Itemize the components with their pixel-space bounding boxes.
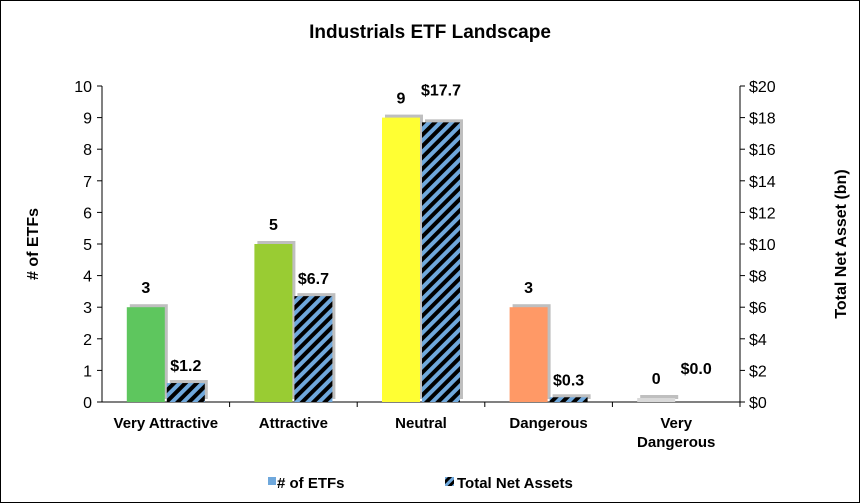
assets-bar xyxy=(166,383,205,402)
legend-label-etfs: # of ETFs xyxy=(277,475,345,492)
x-tick-label: Attractive xyxy=(259,415,328,432)
legend-label-assets: Total Net Assets xyxy=(457,475,573,492)
y-tick-label: 1 xyxy=(83,363,92,380)
y2-tick-label: $8 xyxy=(749,269,767,286)
assets-data-label: $1.2 xyxy=(170,358,201,375)
y2-tick-label: $16 xyxy=(749,142,776,159)
y-tick-label: 10 xyxy=(74,79,92,96)
etf-bar xyxy=(637,398,676,402)
y-tick-label: 2 xyxy=(83,332,92,349)
y-tick-label: 6 xyxy=(83,205,92,222)
assets-bar xyxy=(294,296,333,402)
etf-data-label: 3 xyxy=(524,280,533,297)
assets-data-label: $17.7 xyxy=(421,82,461,99)
y2-tick-label: $4 xyxy=(749,332,767,349)
etf-data-label: 3 xyxy=(141,280,150,297)
assets-data-label: $0.3 xyxy=(553,372,584,389)
y2-tick-label: $14 xyxy=(749,174,776,191)
x-tick-label: Very xyxy=(660,415,692,432)
assets-bar xyxy=(422,122,460,402)
chart-title: Industrials ETF Landscape xyxy=(309,22,551,43)
etf-bar xyxy=(509,307,548,402)
etf-bar xyxy=(126,307,165,402)
y2-axis-title: Total Net Asset (bn) xyxy=(833,169,850,318)
etf-data-label: 5 xyxy=(269,217,278,234)
y2-tick-label: $2 xyxy=(749,363,767,380)
etf-data-label: 9 xyxy=(397,91,406,108)
x-tick-label: Very Attractive xyxy=(114,415,219,432)
y-tick-label: 9 xyxy=(83,111,92,128)
x-tick-label: Neutral xyxy=(395,415,447,432)
y-tick-label: 7 xyxy=(83,174,92,191)
y-tick-label: 0 xyxy=(83,395,92,412)
y-tick-label: 4 xyxy=(83,269,92,286)
y2-tick-label: $0 xyxy=(749,395,767,412)
y-axis-title: # of ETFs xyxy=(25,208,42,280)
etf-data-label: 0 xyxy=(652,371,661,388)
y-tick-label: 8 xyxy=(83,142,92,159)
y2-tick-label: $12 xyxy=(749,205,776,222)
assets-data-label: $6.7 xyxy=(298,271,329,288)
y2-tick-label: $20 xyxy=(749,79,776,96)
x-tick-label: Dangerous xyxy=(509,415,587,432)
x-tick-label: Dangerous xyxy=(637,434,715,451)
etf-bar xyxy=(382,117,420,402)
etf-bar xyxy=(254,244,293,402)
legend-swatch-etfs xyxy=(268,477,276,485)
y-tick-label: 5 xyxy=(83,237,92,254)
legend-swatch-assets xyxy=(445,477,454,486)
assets-data-label: $0.0 xyxy=(681,361,712,378)
assets-bar-shadow xyxy=(552,394,591,399)
y2-tick-label: $10 xyxy=(749,237,776,254)
y2-tick-label: $18 xyxy=(749,111,776,128)
plot-area: 0 1 2 3 4 5 6 7 8 9 10 $0 $2 $4 $6 $8 $10 $12 $14 $16 $18 $20… xyxy=(74,79,776,451)
assets-bar xyxy=(549,397,588,402)
y2-tick-label: $6 xyxy=(749,300,767,317)
etf-bar-shadow xyxy=(640,395,679,399)
y-tick-label: 3 xyxy=(83,300,92,317)
legend: # of ETFs Total Net Assets xyxy=(268,475,573,492)
